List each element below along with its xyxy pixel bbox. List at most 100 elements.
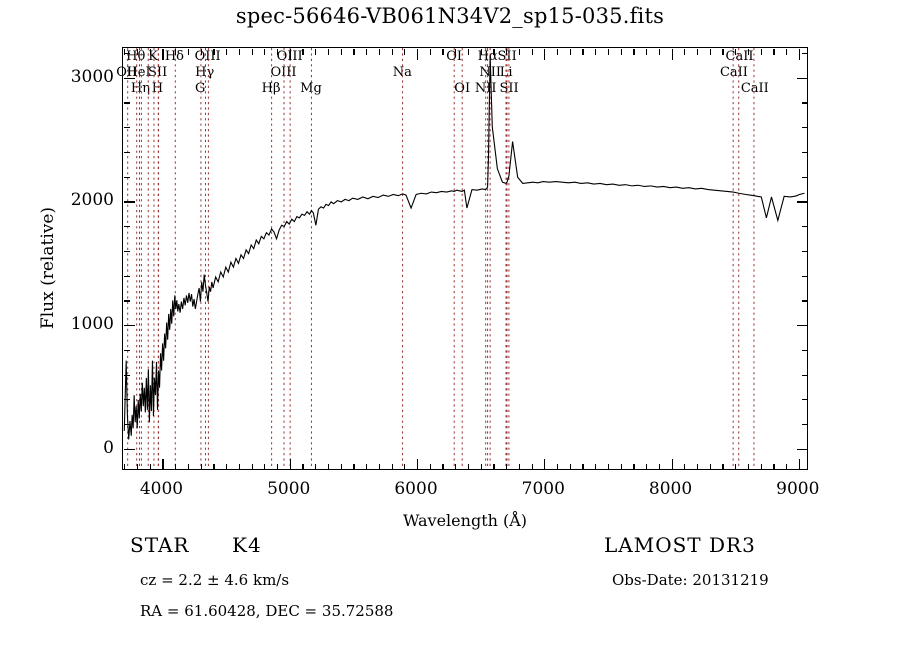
axis-tick: [404, 464, 406, 470]
axis-tick: [646, 464, 648, 470]
spectrum-curve: [123, 48, 807, 469]
axis-tick: [697, 464, 699, 470]
axis-tick: [518, 49, 520, 55]
y-axis-title: Flux (relative): [38, 206, 58, 330]
axis-tick: [607, 464, 610, 470]
axis-tick: [124, 52, 130, 55]
axis-tick: [671, 49, 673, 60]
obs-date-label: Obs-Date: 20131219: [612, 571, 769, 589]
axis-tick: [404, 49, 406, 55]
spectral-line-label-g: G: [194, 81, 206, 96]
spectral-line-label-h: H: [151, 81, 164, 96]
axis-tick: [442, 464, 444, 470]
axis-tick: [391, 49, 393, 55]
y-tick-label: 1000: [70, 314, 114, 335]
axis-tick: [429, 49, 431, 55]
spectral-line-label-h: Hγ: [195, 65, 215, 80]
axis-tick: [124, 201, 135, 203]
axis-tick: [802, 250, 808, 253]
axis-tick: [735, 49, 737, 55]
axis-tick: [531, 464, 533, 470]
axis-tick: [353, 464, 355, 470]
axis-tick: [238, 49, 240, 55]
figure-title: spec-56646-VB061N34V2_sp15-035.fits: [235, 4, 665, 28]
axis-tick: [353, 49, 355, 55]
axis-tick: [544, 49, 546, 60]
axis-tick: [802, 300, 808, 302]
axis-tick: [802, 151, 808, 154]
x-tick-label: 4000: [139, 479, 184, 499]
x-tick-label: 5000: [267, 479, 311, 499]
axis-tick: [124, 325, 135, 327]
axis-tick: [264, 49, 266, 55]
axis-tick: [797, 325, 808, 327]
axis-tick: [786, 464, 788, 470]
axis-tick: [684, 464, 686, 470]
spectral-line-label-na: Na: [392, 65, 412, 80]
axis-tick: [175, 464, 177, 470]
axis-tick: [773, 464, 775, 470]
axis-tick: [327, 464, 330, 470]
y-tick-label: 2000: [70, 190, 114, 211]
axis-tick: [327, 49, 330, 55]
axis-tick: [722, 464, 724, 470]
axis-tick: [684, 49, 686, 55]
axis-tick: [149, 49, 151, 55]
axis-tick: [658, 49, 660, 55]
axis-tick: [697, 49, 699, 55]
axis-tick: [747, 49, 750, 55]
axis-tick: [582, 464, 584, 470]
axis-tick: [124, 176, 130, 178]
axis-tick: [582, 49, 584, 55]
axis-tick: [124, 374, 130, 376]
axis-tick: [289, 49, 291, 60]
axis-tick: [340, 464, 342, 470]
spectral-line-label-oi: OI: [446, 49, 463, 64]
axis-tick: [124, 226, 130, 228]
axis-tick: [671, 459, 673, 470]
y-tick-label: 3000: [70, 66, 114, 87]
axis-tick: [391, 464, 393, 470]
spectral-line-label-k: K: [148, 49, 158, 64]
axis-tick: [633, 49, 635, 55]
spectral-line-label-h: Hθ: [126, 49, 146, 64]
axis-tick: [802, 127, 808, 129]
axis-tick: [213, 464, 215, 470]
axis-tick: [213, 49, 215, 55]
axis-tick: [124, 250, 130, 253]
spectral-line-label-oiii: OIII: [277, 50, 303, 63]
spectral-line-label-hei: HeI: [126, 65, 151, 80]
spectral-line-label-sii: SII: [148, 65, 168, 80]
axis-tick: [646, 49, 648, 55]
axis-tick: [633, 464, 635, 470]
axis-tick: [797, 77, 808, 79]
axis-tick: [480, 464, 482, 470]
axis-tick: [802, 424, 808, 426]
axis-tick: [480, 49, 482, 55]
x-tick-label: 7000: [521, 479, 565, 499]
spectral-line-label-mg: Mg: [300, 81, 322, 96]
axis-tick: [506, 49, 508, 55]
redshift-velocity-label: cz = 2.2 ± 4.6 km/s: [140, 571, 290, 589]
axis-tick: [798, 49, 800, 60]
axis-tick: [251, 464, 253, 470]
axis-tick: [366, 464, 368, 470]
axis-tick: [620, 464, 622, 470]
axis-tick: [467, 49, 470, 55]
axis-tick: [238, 464, 240, 470]
axis-tick: [315, 464, 317, 470]
axis-tick: [200, 464, 202, 470]
axis-tick: [802, 349, 808, 351]
survey-label: LAMOST DR3: [604, 533, 756, 557]
axis-tick: [315, 49, 317, 55]
axis-tick: [798, 459, 800, 470]
spectral-line-label-caii: CaII: [740, 81, 769, 96]
axis-tick: [162, 459, 164, 470]
axis-tick: [747, 464, 750, 470]
axis-tick: [124, 300, 130, 302]
axis-tick: [595, 49, 597, 55]
axis-tick: [417, 49, 419, 60]
axis-tick: [277, 49, 279, 55]
object-class-label: STAR: [130, 533, 190, 557]
axis-tick: [709, 464, 711, 470]
